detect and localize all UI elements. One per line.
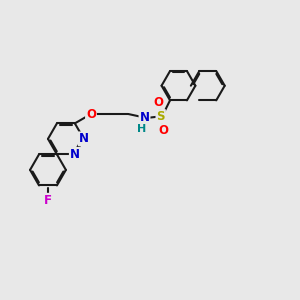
Text: N: N xyxy=(70,148,80,161)
Text: S: S xyxy=(156,110,165,123)
Text: H: H xyxy=(137,124,147,134)
Text: N: N xyxy=(79,132,89,146)
Text: O: O xyxy=(158,124,168,137)
Text: N: N xyxy=(140,111,149,124)
Text: F: F xyxy=(44,194,52,207)
Text: O: O xyxy=(86,107,96,121)
Text: O: O xyxy=(153,96,163,109)
